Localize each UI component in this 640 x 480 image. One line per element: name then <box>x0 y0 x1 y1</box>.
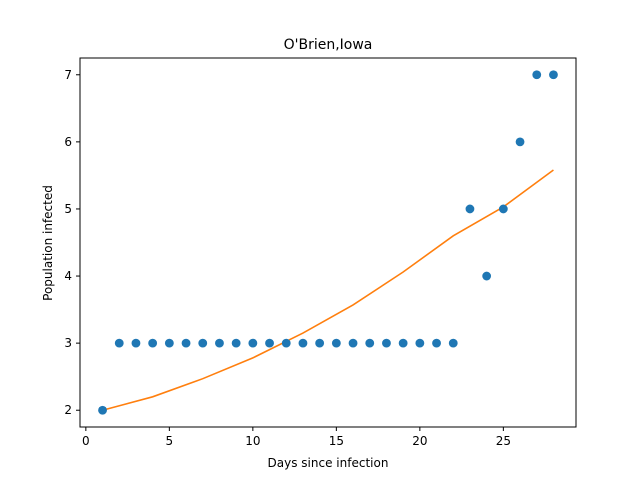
data-point <box>465 204 475 214</box>
x-axis-label: Days since infection <box>268 456 389 470</box>
data-point <box>532 70 542 80</box>
x-tick-label: 0 <box>82 434 90 448</box>
data-point <box>265 338 274 348</box>
data-point <box>281 338 291 348</box>
y-ticks: 2 3 4 5 6 7 <box>64 68 80 417</box>
data-point <box>331 338 341 348</box>
y-tick-label: 7 <box>64 68 72 82</box>
data-point <box>348 338 358 348</box>
fit-line <box>102 169 554 412</box>
data-point <box>298 338 308 348</box>
fit-line-layer <box>102 169 554 412</box>
x-ticks: 0 5 10 15 20 25 <box>82 427 511 448</box>
chart-title: O'Brien,Iowa <box>284 37 373 53</box>
x-tick-label: 15 <box>329 434 344 448</box>
data-point <box>515 137 525 147</box>
data-point <box>498 204 508 214</box>
data-point <box>365 338 375 348</box>
y-tick-label: 3 <box>64 336 72 350</box>
data-point <box>198 338 208 348</box>
data-point <box>398 338 408 348</box>
y-tick-label: 2 <box>64 403 72 417</box>
x-tick-label: 25 <box>496 434 511 448</box>
data-point <box>549 70 558 80</box>
x-tick-label: 10 <box>245 434 260 448</box>
data-point <box>215 338 224 348</box>
data-point <box>164 338 174 348</box>
plot-area <box>80 58 576 427</box>
data-point <box>114 338 124 348</box>
y-tick-label: 5 <box>64 202 72 216</box>
data-point <box>181 338 191 348</box>
x-tick-label: 20 <box>412 434 427 448</box>
plot-frame <box>79 57 577 428</box>
data-point <box>482 271 492 281</box>
data-point <box>148 338 158 348</box>
y-tick-label: 6 <box>64 135 72 149</box>
data-point <box>231 338 241 348</box>
data-point <box>448 338 458 348</box>
y-axis-label: Population infected <box>41 185 55 301</box>
data-point <box>432 338 441 348</box>
points-layer <box>98 70 558 415</box>
data-point <box>415 338 425 348</box>
data-point <box>131 338 141 348</box>
data-point <box>315 338 325 348</box>
data-point <box>98 405 107 415</box>
data-point <box>248 338 258 348</box>
y-tick-label: 4 <box>64 269 72 283</box>
x-tick-label: 5 <box>166 434 174 448</box>
data-point <box>382 338 391 348</box>
